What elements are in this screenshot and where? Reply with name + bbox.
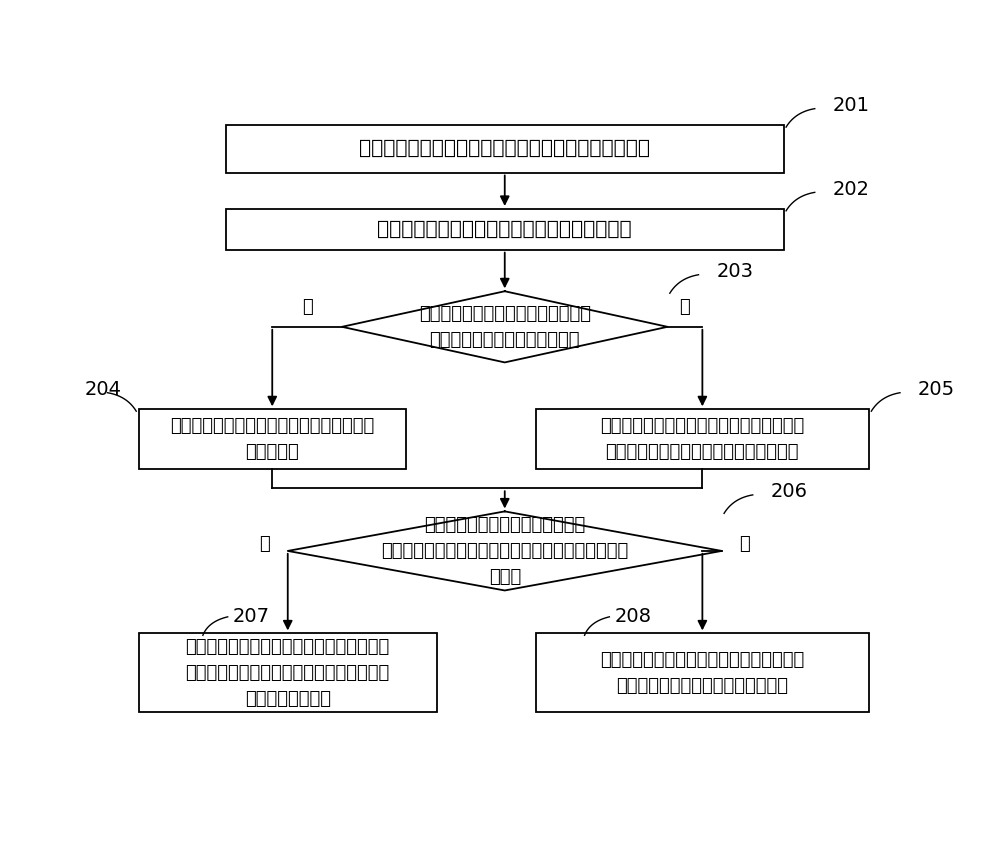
- Bar: [139, 409, 406, 468]
- Bar: [226, 125, 784, 173]
- Text: 第一移动终端根据所述位置坐标，
判断当前显示的图片是否完全移出第一移动终端的显
示屏幕: 第一移动终端根据所述位置坐标， 判断当前显示的图片是否完全移出第一移动终端的显 …: [381, 516, 628, 586]
- Polygon shape: [342, 291, 668, 362]
- Bar: [536, 633, 869, 712]
- Text: 将当前显示的图片的全部图像信息发送给第
二移动终端: 将当前显示的图片的全部图像信息发送给第 二移动终端: [170, 417, 374, 461]
- Text: 208: 208: [615, 607, 652, 626]
- Bar: [226, 209, 784, 250]
- Text: 根据拖动操作，确定图片中移出第一移动终
端的显示屏幕的图片移出部分的位置坐标: 根据拖动操作，确定图片中移出第一移动终 端的显示屏幕的图片移出部分的位置坐标: [600, 417, 804, 461]
- Text: 202: 202: [833, 180, 870, 199]
- Text: 是: 是: [302, 298, 312, 316]
- Text: 201: 201: [833, 96, 870, 115]
- Bar: [139, 633, 437, 712]
- Text: 205: 205: [918, 380, 955, 399]
- Text: 204: 204: [84, 380, 121, 399]
- Polygon shape: [288, 511, 722, 591]
- Text: 第一移动终端接收对当前显示的图片的拖动操作: 第一移动终端接收对当前显示的图片的拖动操作: [377, 220, 632, 239]
- Text: 第一移动终端将所述位置坐标、第一移动终
端的显示屏幕的信息、和图片的图像信息发
送给第二移动终端: 第一移动终端将所述位置坐标、第一移动终 端的显示屏幕的信息、和图片的图像信息发 …: [186, 639, 390, 708]
- Text: 207: 207: [233, 607, 270, 626]
- Text: 否: 否: [740, 535, 750, 553]
- Text: 206: 206: [771, 482, 808, 501]
- Text: 第一移动终端取消图片传输，通知第二移动
终端销毁已接收到的图片的图像信息: 第一移动终端取消图片传输，通知第二移动 终端销毁已接收到的图片的图像信息: [600, 651, 804, 695]
- Bar: [536, 409, 869, 468]
- Text: 否: 否: [680, 298, 690, 316]
- Text: 是: 是: [259, 535, 270, 553]
- Text: 第一移动终端确定拖动操作的速度，
并判断该速度是否大于设定阈值: 第一移动终端确定拖动操作的速度， 并判断该速度是否大于设定阈值: [419, 305, 591, 348]
- Text: 203: 203: [716, 262, 753, 281]
- Text: 第一移动终端以全屏模式或正常显示图片模式显示图片: 第一移动终端以全屏模式或正常显示图片模式显示图片: [359, 140, 650, 158]
